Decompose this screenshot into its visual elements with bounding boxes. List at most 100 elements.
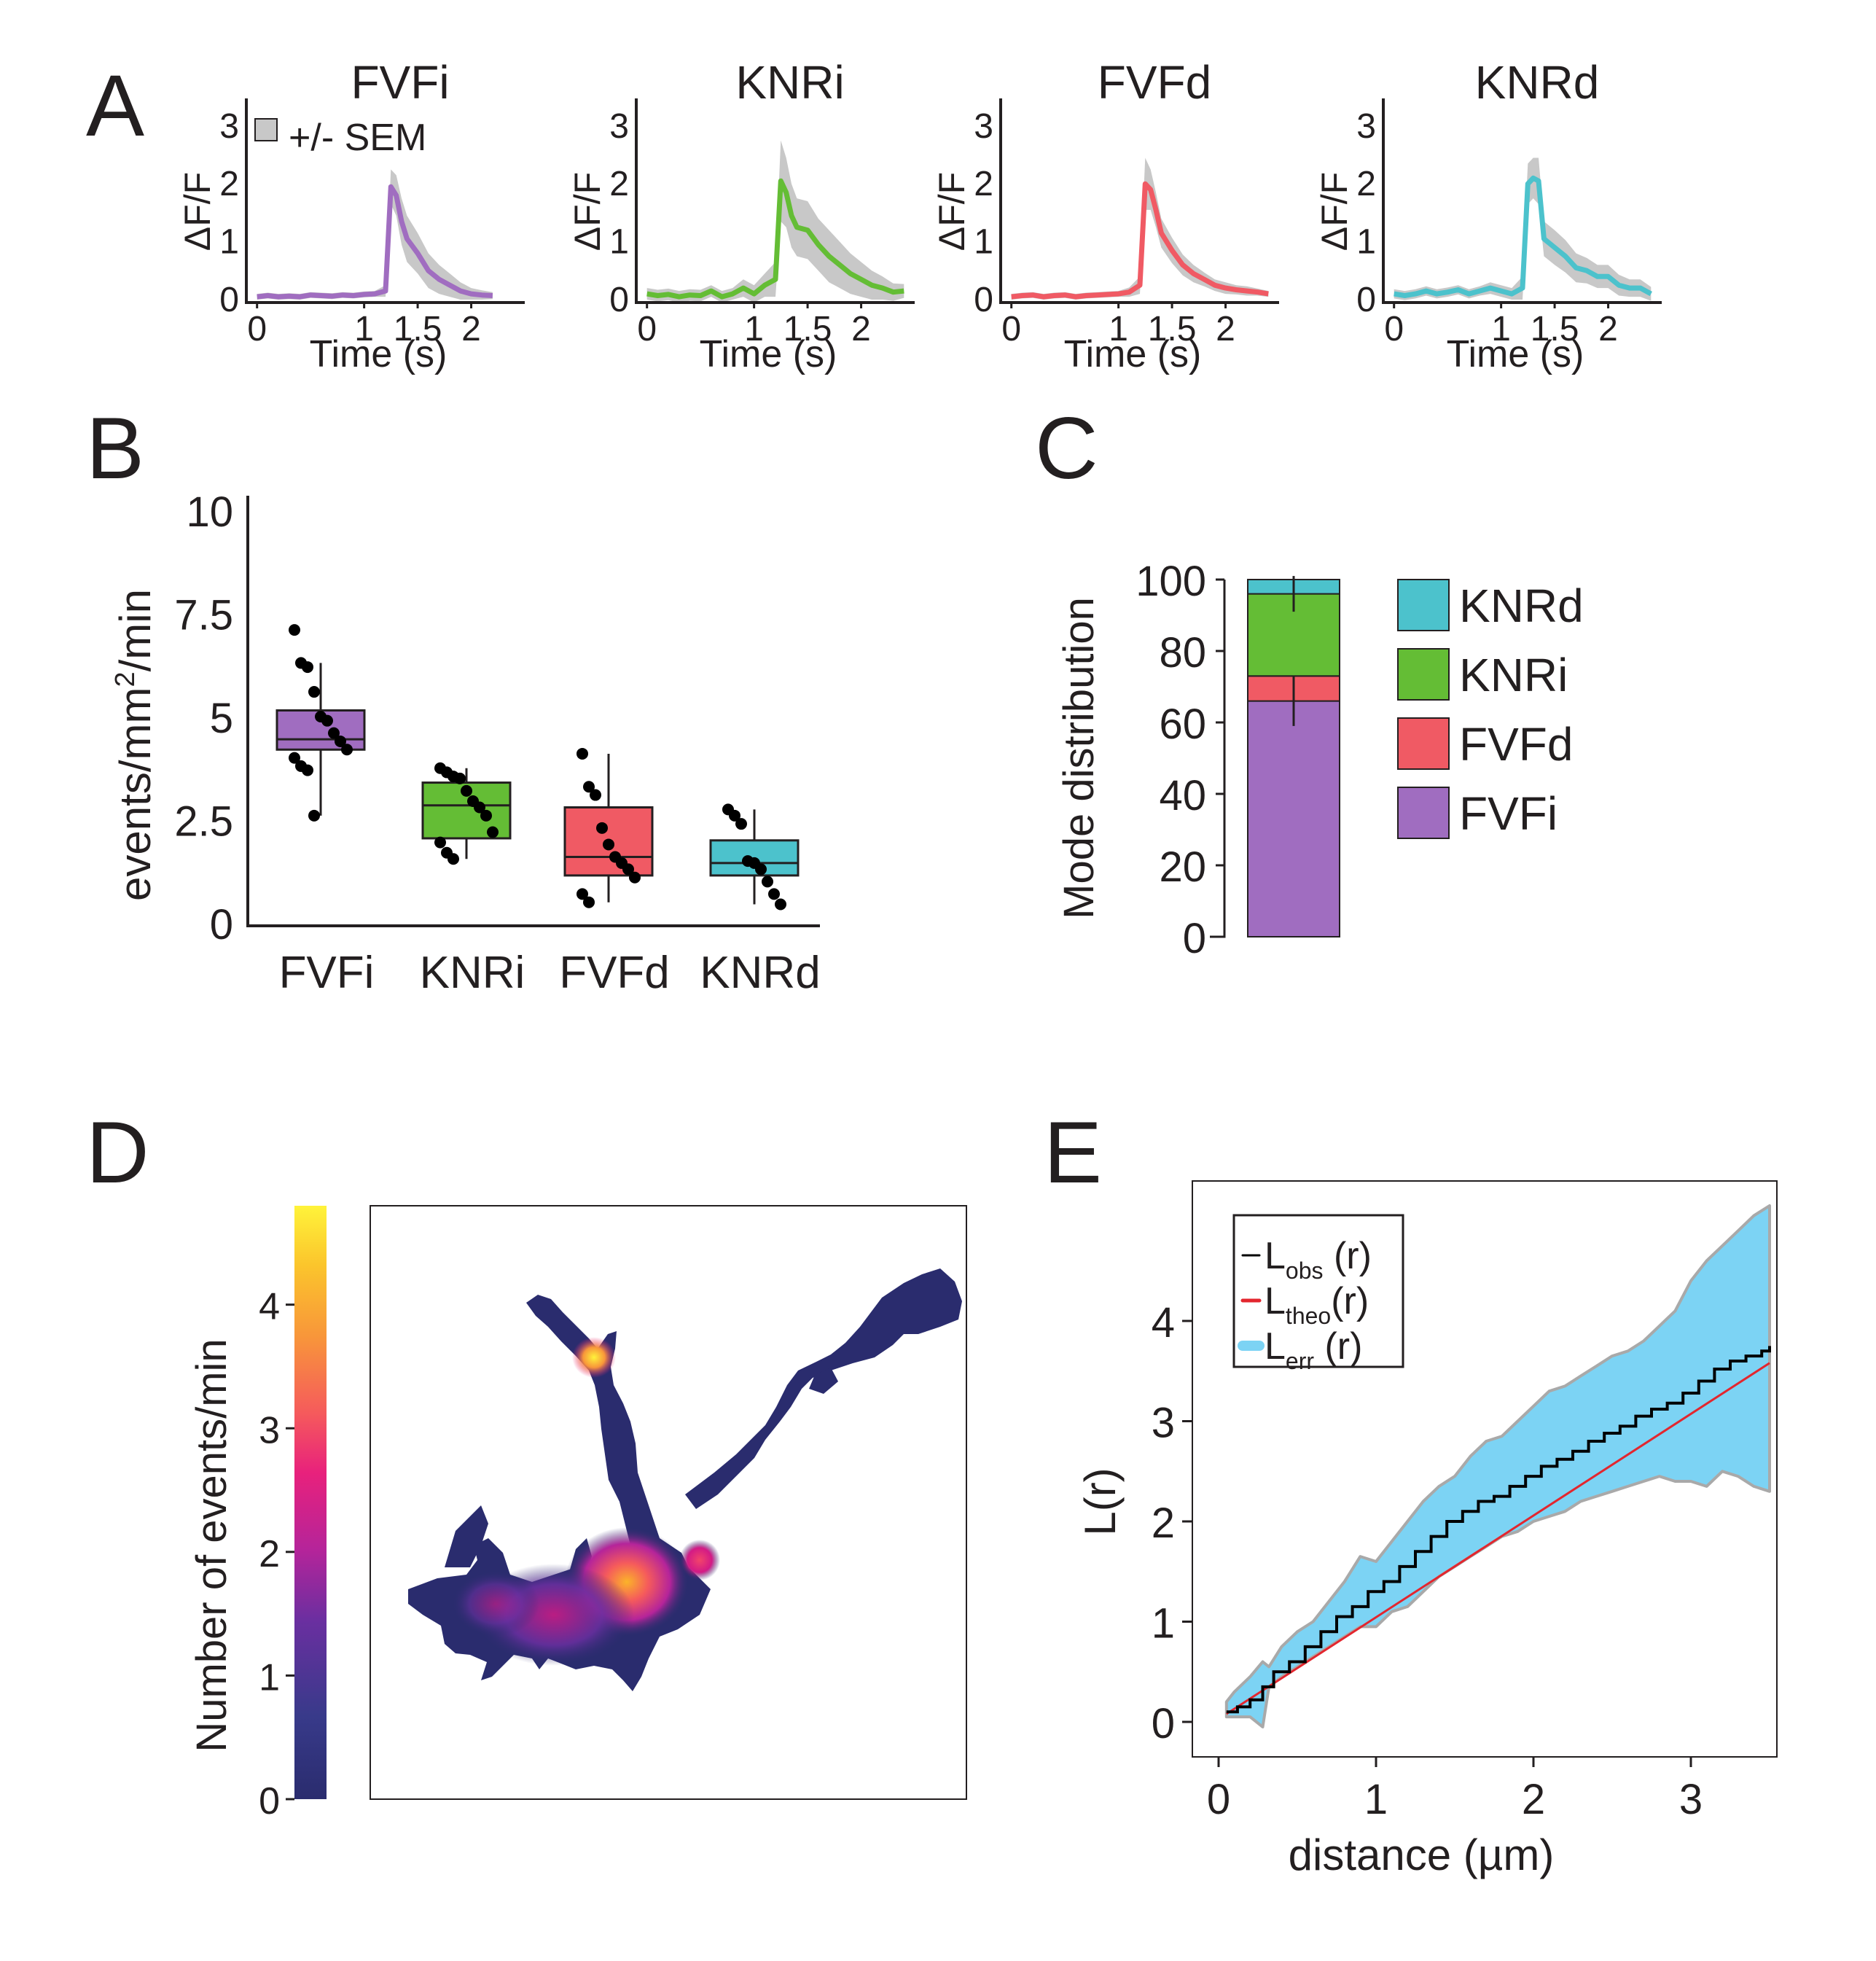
b-point bbox=[629, 871, 641, 884]
c-ytick-label: 0 bbox=[1183, 915, 1206, 962]
d-colorbar-tick-label: 2 bbox=[259, 1533, 280, 1575]
d-cell-blob bbox=[809, 1368, 838, 1394]
e-legend-label: Lobs (r) bbox=[1265, 1235, 1372, 1284]
a-xtick-label: 1.5 bbox=[783, 310, 832, 348]
a-axes bbox=[245, 98, 525, 304]
d-cell-branch bbox=[445, 1505, 488, 1567]
b-point bbox=[755, 863, 767, 876]
c-legend-label: KNRd bbox=[1459, 580, 1584, 632]
c-legend-swatch bbox=[1397, 787, 1450, 839]
a-ytick-label: 0 bbox=[609, 281, 629, 319]
panel-b-boxplot: events/mm2/min 0 2.5 5 7.5 10 FVFi KNRi FVFd KNR… bbox=[110, 488, 821, 998]
d-colorbar-tick-label: 0 bbox=[259, 1780, 280, 1822]
panel-label-a: A bbox=[86, 57, 144, 155]
a-ytick-label: 0 bbox=[974, 281, 993, 319]
e-xtick-label: 2 bbox=[1522, 1776, 1545, 1823]
b-point bbox=[577, 888, 588, 900]
e-ylabel: L(r) bbox=[1076, 1467, 1125, 1535]
b-point bbox=[321, 714, 333, 727]
b-point bbox=[622, 863, 634, 876]
a-xtick-label: 1 bbox=[1109, 310, 1128, 348]
b-point bbox=[487, 826, 499, 838]
b-ytick-label: 2.5 bbox=[174, 798, 233, 846]
panel-d-heatmap: Number of events/min 0 1 2 3 4 bbox=[188, 1205, 967, 1822]
c-ytick-label: 80 bbox=[1159, 629, 1206, 677]
e-xlabel: distance (µm) bbox=[1289, 1831, 1555, 1879]
c-legend-label: FVFi bbox=[1459, 787, 1558, 840]
a-ylabel: ΔF/F bbox=[931, 172, 972, 251]
c-ylabel: Mode distribution bbox=[1055, 597, 1103, 919]
b-point bbox=[590, 789, 601, 801]
b-point bbox=[768, 888, 780, 900]
d-colorbar-tick-label: 4 bbox=[259, 1286, 280, 1328]
b-box-knri bbox=[421, 762, 512, 865]
e-ytick-label: 1 bbox=[1152, 1600, 1175, 1648]
d-colorbar-tick-label: 1 bbox=[259, 1656, 280, 1699]
a-ytick-label: 2 bbox=[1356, 165, 1376, 203]
a-xlabel: Time (s) bbox=[700, 333, 837, 375]
e-ytick-label: 0 bbox=[1152, 1700, 1175, 1747]
d-hotspot-junction bbox=[679, 1540, 720, 1580]
d-cell-process-top bbox=[526, 1295, 689, 1575]
b-ylabel: events/mm2/min bbox=[110, 589, 160, 901]
a-title: KNRi bbox=[735, 56, 844, 109]
b-point bbox=[335, 735, 346, 747]
c-legend-label: FVFd bbox=[1459, 718, 1573, 771]
a-axes bbox=[1382, 98, 1662, 304]
a-ytick-label: 1 bbox=[609, 223, 629, 262]
c-ytick-label: 40 bbox=[1159, 772, 1206, 819]
a-sem-band bbox=[1394, 157, 1652, 301]
a-mean-line bbox=[1394, 175, 1652, 298]
b-point bbox=[302, 661, 313, 674]
a-ytick-label: 1 bbox=[1356, 223, 1376, 262]
d-cell-arm-right bbox=[685, 1268, 962, 1509]
a-ytick-label: 0 bbox=[219, 281, 239, 319]
a-mean-line bbox=[257, 184, 493, 300]
e-legend-label: Lerr (r) bbox=[1265, 1325, 1362, 1374]
panel-c-stacked-bar: Mode distribution 0 20 40 60 80 100 KNRd KNRi FV… bbox=[1055, 558, 1584, 962]
a-ytick-label: 2 bbox=[974, 165, 993, 203]
a-xtick-label: 0 bbox=[637, 310, 657, 348]
a-xtick-label: 0 bbox=[247, 310, 267, 348]
a-xtick-label: 1 bbox=[354, 310, 374, 348]
e-xtick-label: 3 bbox=[1679, 1776, 1703, 1823]
b-point bbox=[341, 744, 353, 756]
a-xtick-label: 1.5 bbox=[1148, 310, 1197, 348]
a-legend-swatch bbox=[254, 118, 278, 141]
c-segment-fvfi bbox=[1247, 700, 1340, 937]
e-legend: Lobs (r)Ltheo(r)Lerr (r) bbox=[1232, 1214, 1404, 1374]
b-box-knrd bbox=[709, 803, 800, 911]
a-title: KNRd bbox=[1475, 56, 1600, 109]
a-axes bbox=[999, 98, 1279, 304]
panel-e-lfunction: L(r) distance (µm) 0 1 2 3 4 0 1 2 3 Lobs (r)Lthe… bbox=[1076, 1180, 1778, 1879]
a-mean-line bbox=[646, 178, 904, 300]
b-point bbox=[447, 853, 459, 865]
b-point bbox=[328, 727, 340, 739]
a-xlabel: Time (s) bbox=[310, 333, 447, 375]
a-legend-label: +/- SEM bbox=[289, 117, 426, 159]
a-xtick-label: 0 bbox=[1001, 310, 1021, 348]
c-legend-swatch bbox=[1397, 717, 1450, 770]
a-sem-band bbox=[257, 169, 493, 300]
b-point bbox=[480, 809, 492, 822]
e-xtick-label: 1 bbox=[1364, 1776, 1388, 1823]
e-legend-label: Ltheo(r) bbox=[1265, 1280, 1369, 1329]
d-colorbar-tick-label: 3 bbox=[259, 1409, 280, 1451]
a-xtick-label: 1 bbox=[1491, 310, 1511, 348]
b-point bbox=[583, 896, 595, 908]
e-xtick-label: 0 bbox=[1207, 1776, 1230, 1823]
b-point bbox=[461, 784, 472, 797]
b-point bbox=[596, 822, 608, 834]
b-box-fvfd bbox=[563, 747, 654, 908]
a-xlabel: Time (s) bbox=[1064, 333, 1202, 375]
c-legend-label: KNRi bbox=[1459, 649, 1568, 701]
a-ylabel: ΔF/F bbox=[1314, 172, 1355, 251]
a-ylabel: ΔF/F bbox=[567, 172, 608, 251]
e-error-band bbox=[1224, 1204, 1771, 1728]
panel-label-b: B bbox=[86, 399, 144, 497]
b-point bbox=[577, 747, 588, 760]
